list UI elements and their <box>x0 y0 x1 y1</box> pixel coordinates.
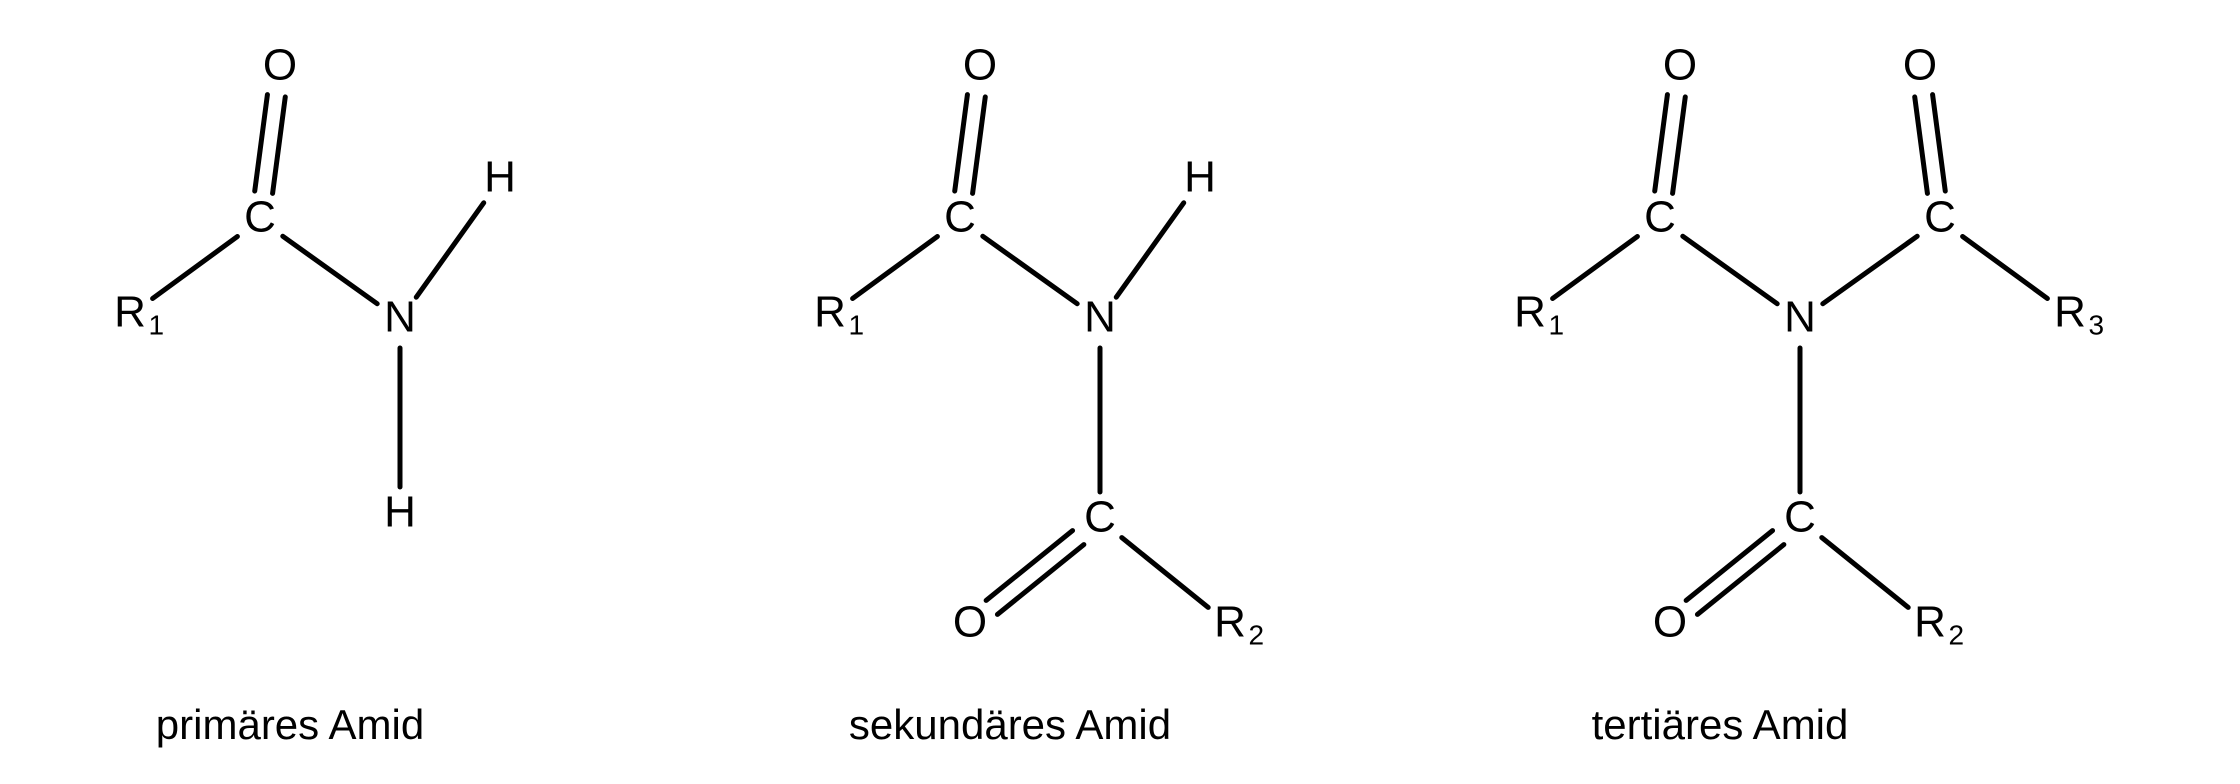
bond-line <box>1963 237 2048 299</box>
bond-line <box>1823 236 1917 303</box>
bond-line <box>1116 203 1183 297</box>
atom-h: H <box>484 153 516 202</box>
atom-subscript: 1 <box>848 310 864 341</box>
bond-line <box>1822 538 1908 608</box>
atom-c: C <box>1924 193 1956 242</box>
caption-2: tertiäres Amid <box>1592 701 1849 748</box>
atom-o: O <box>953 598 987 647</box>
atom-r1: R <box>1514 288 1546 337</box>
bond-line <box>1673 97 1686 193</box>
atom-n: N <box>1084 293 1116 342</box>
atom-r2: R <box>1914 598 1946 647</box>
atom-r2: R <box>1214 598 1246 647</box>
bond-line <box>283 236 377 303</box>
atom-n: N <box>1784 293 1816 342</box>
atoms: O C R1 N H H <box>114 41 516 537</box>
molecule-primary-amide: O C R1 N H H <box>114 41 516 537</box>
bonds <box>853 95 1209 615</box>
atom-h: H <box>384 488 416 537</box>
bond-line <box>1915 97 1928 193</box>
caption-0: primäres Amid <box>156 701 424 748</box>
atom-c: C <box>1784 493 1816 542</box>
atom-subscript: 2 <box>1248 620 1264 651</box>
atom-o: O <box>1653 598 1687 647</box>
bond-line <box>1553 237 1638 299</box>
atom-r1: R <box>814 288 846 337</box>
bond-line <box>273 97 286 193</box>
atom-o: O <box>1663 41 1697 90</box>
bond-line <box>1655 95 1668 191</box>
bond-line <box>853 237 938 299</box>
atom-c: C <box>244 193 276 242</box>
bond-line <box>416 203 483 297</box>
atom-c: C <box>1644 193 1676 242</box>
atom-h: H <box>1184 153 1216 202</box>
caption-1: sekundäres Amid <box>849 701 1171 748</box>
atom-c: C <box>944 193 976 242</box>
atom-subscript: 2 <box>1948 620 1964 651</box>
bond-line <box>1683 236 1777 303</box>
bonds <box>153 95 484 487</box>
atom-r3: R <box>2054 288 2086 337</box>
atom-o: O <box>1903 41 1937 90</box>
bond-line <box>955 95 968 191</box>
bond-line <box>255 95 268 191</box>
atom-r1: R <box>114 288 146 337</box>
atoms: OCR1NCOR3COR2 <box>1514 41 2104 651</box>
amide-diagram: OCR1NHHOCR1NHCOR2OCR1NCOR3COR2primäres A… <box>0 0 2240 784</box>
bond-line <box>1933 95 1946 191</box>
bond-line <box>983 236 1077 303</box>
molecule-tertiary-amide: OCR1NCOR3COR2 <box>1514 41 2104 651</box>
molecule-secondary-amide: OCR1NHCOR2 <box>814 41 1264 651</box>
bond-line <box>153 237 238 299</box>
atom-subscript: 3 <box>2088 310 2104 341</box>
atom-c: C <box>1084 493 1116 542</box>
atom-n: N <box>384 293 416 342</box>
atom-o: O <box>963 41 997 90</box>
atom-subscript: 1 <box>1548 310 1564 341</box>
bond-line <box>973 97 986 193</box>
bond-line <box>1122 538 1208 608</box>
atom-subscript: 1 <box>148 310 164 341</box>
atom-o: O <box>263 41 297 90</box>
